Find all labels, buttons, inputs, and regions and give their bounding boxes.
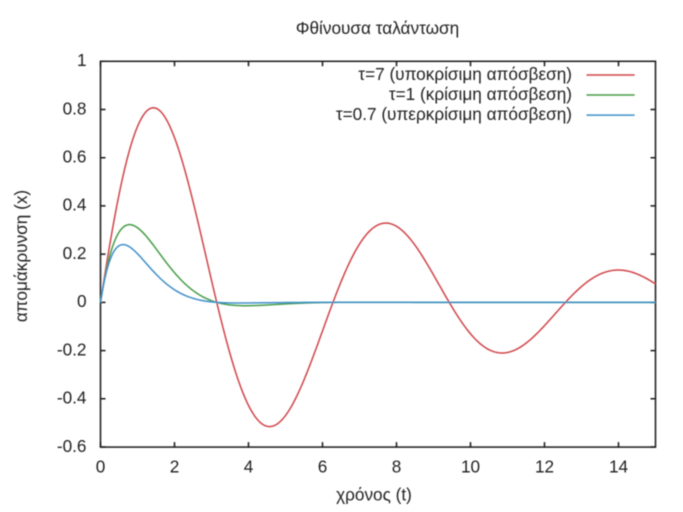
svg-text:8: 8 (392, 457, 402, 477)
svg-text:απομάκρυνση (x): απομάκρυνση (x) (11, 190, 31, 322)
svg-text:14: 14 (609, 457, 629, 477)
svg-text:1: 1 (77, 50, 87, 70)
svg-text:4: 4 (244, 457, 254, 477)
svg-text:0: 0 (96, 457, 106, 477)
svg-text:0.2: 0.2 (63, 243, 87, 263)
svg-text:Φθίνουσα ταλάντωση: Φθίνουσα ταλάντωση (296, 18, 459, 38)
svg-text:-0.4: -0.4 (57, 388, 87, 408)
svg-text:τ=7 (υποκρίσιμη απόσβεση): τ=7 (υποκρίσιμη απόσβεση) (358, 64, 572, 84)
svg-text:0.6: 0.6 (63, 147, 87, 167)
svg-text:10: 10 (461, 457, 480, 477)
svg-text:0.8: 0.8 (63, 98, 87, 118)
svg-text:-0.2: -0.2 (57, 339, 87, 359)
svg-text:0.4: 0.4 (63, 195, 87, 215)
svg-text:6: 6 (318, 457, 328, 477)
svg-text:τ=1 (κρίσιμη απόσβεση): τ=1 (κρίσιμη απόσβεση) (389, 84, 572, 104)
svg-text:-0.6: -0.6 (57, 436, 87, 456)
svg-text:χρόνος (t): χρόνος (t) (336, 484, 412, 504)
svg-text:0: 0 (77, 291, 87, 311)
svg-text:2: 2 (170, 457, 180, 477)
svg-text:12: 12 (535, 457, 554, 477)
svg-text:τ=0.7 (υπερκρίσιμη απόσβεση): τ=0.7 (υπερκρίσιμη απόσβεση) (336, 104, 572, 124)
